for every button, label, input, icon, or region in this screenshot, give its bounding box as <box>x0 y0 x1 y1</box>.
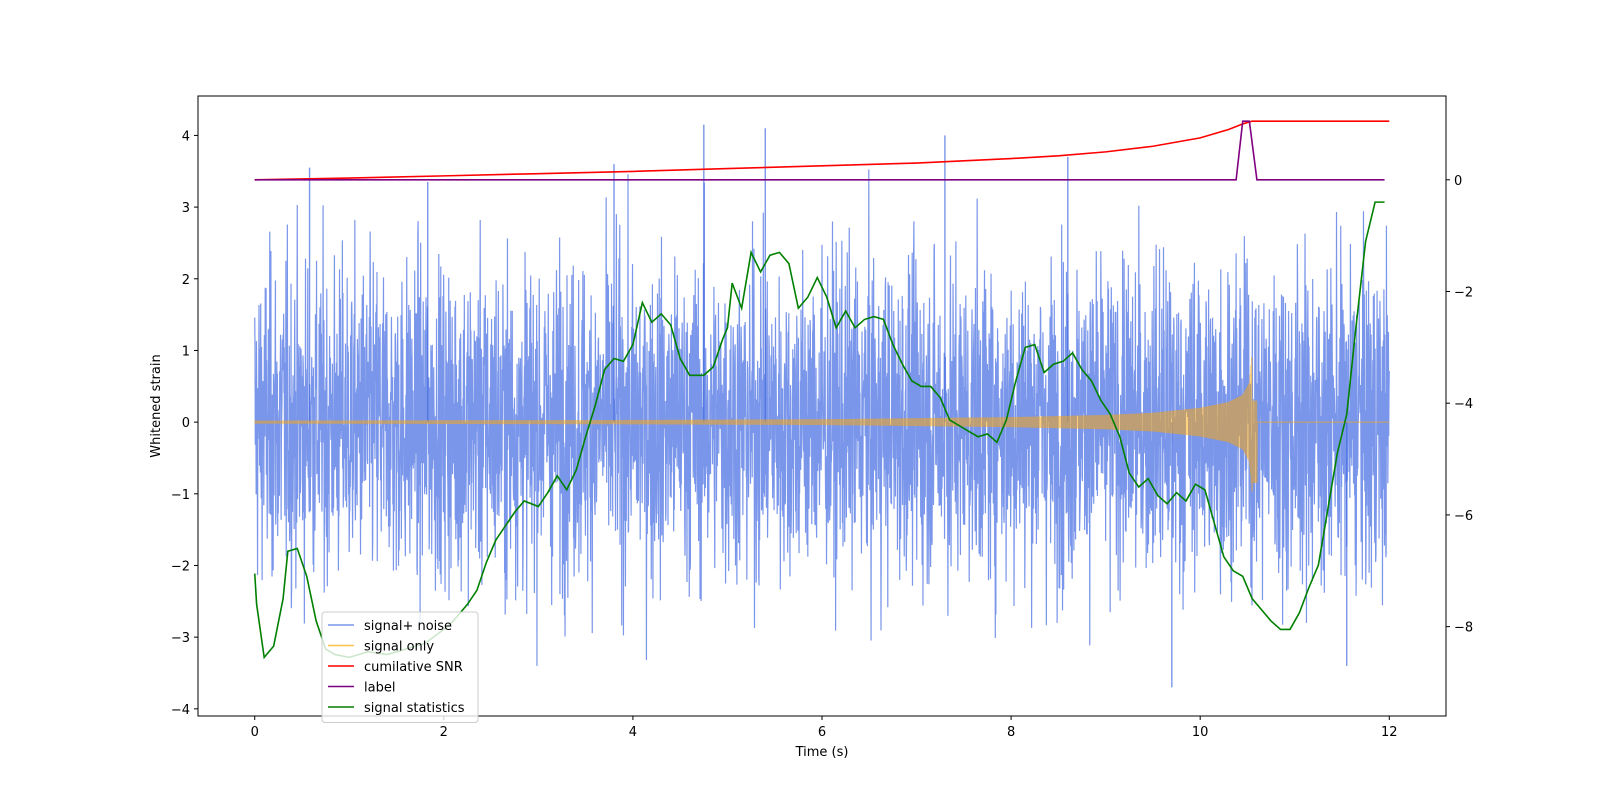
x-tick-label: 0 <box>251 725 259 740</box>
x-axis: 0 2 4 6 8 10 12 <box>251 716 1398 740</box>
y-tick-label: 4 <box>182 129 190 144</box>
legend-label: signal statistics <box>364 701 465 716</box>
x-tick-label: 6 <box>818 725 826 740</box>
y2-axis: −8 −6 −4 −2 0 <box>1446 174 1473 636</box>
y-tick-label: −2 <box>171 559 190 574</box>
y2-tick-label: −8 <box>1454 621 1473 636</box>
y-tick-label: −4 <box>171 703 190 718</box>
y-tick-label: 3 <box>182 201 190 216</box>
series-signal-statistics-line <box>253 201 1385 660</box>
y-axis: −4 −3 −2 −1 0 1 2 3 4 <box>171 129 198 718</box>
y-tick-label: 0 <box>182 416 190 431</box>
y2-tick-label: −6 <box>1454 509 1473 524</box>
x-axis-label: Time (s) <box>795 745 849 760</box>
x-tick-label: 12 <box>1381 725 1398 740</box>
x-tick-label: 8 <box>1007 725 1015 740</box>
legend-label: cumilative SNR <box>364 660 463 675</box>
legend-label: signal only <box>364 640 434 655</box>
y2-tick-label: −4 <box>1454 397 1473 412</box>
x-tick-label: 4 <box>629 725 637 740</box>
y-tick-label: 1 <box>182 344 190 359</box>
x-tick-label: 2 <box>440 725 448 740</box>
legend-box <box>321 611 479 723</box>
legend-label: signal+ noise <box>364 619 452 634</box>
y-axis-label: Whitened strain <box>149 354 164 457</box>
legend: signal+ noise signal only cumilative SNR la… <box>321 611 479 723</box>
series-signal-noise-line <box>254 169 1390 666</box>
series-signal-only-line <box>254 356 1390 492</box>
series-layer <box>253 120 1390 688</box>
y-tick-label: −3 <box>171 631 190 646</box>
y2-tick-label: 0 <box>1454 174 1462 189</box>
legend-label: label <box>364 681 395 696</box>
y2-tick-label: −2 <box>1454 285 1473 300</box>
series-label-line <box>254 120 1385 181</box>
y-tick-label: −1 <box>171 488 190 503</box>
y-tick-label: 2 <box>182 273 190 288</box>
series-cumilative-snr-line <box>254 120 1390 181</box>
x-tick-label: 10 <box>1192 725 1209 740</box>
series-signal-noise-peaks <box>308 124 1348 688</box>
